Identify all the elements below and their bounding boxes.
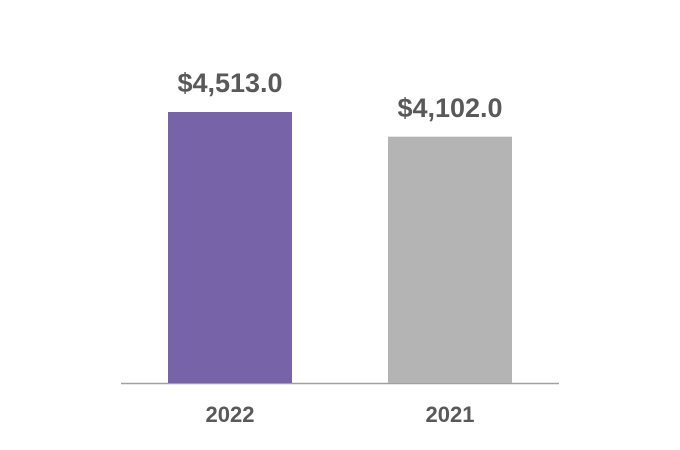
value-label: $4,102.0 (397, 93, 502, 123)
bar (168, 112, 292, 383)
value-label: $4,513.0 (177, 68, 282, 98)
x-tick-label: 2021 (426, 402, 475, 427)
x-tick-label: 2022 (206, 402, 255, 427)
bar (388, 136, 512, 383)
